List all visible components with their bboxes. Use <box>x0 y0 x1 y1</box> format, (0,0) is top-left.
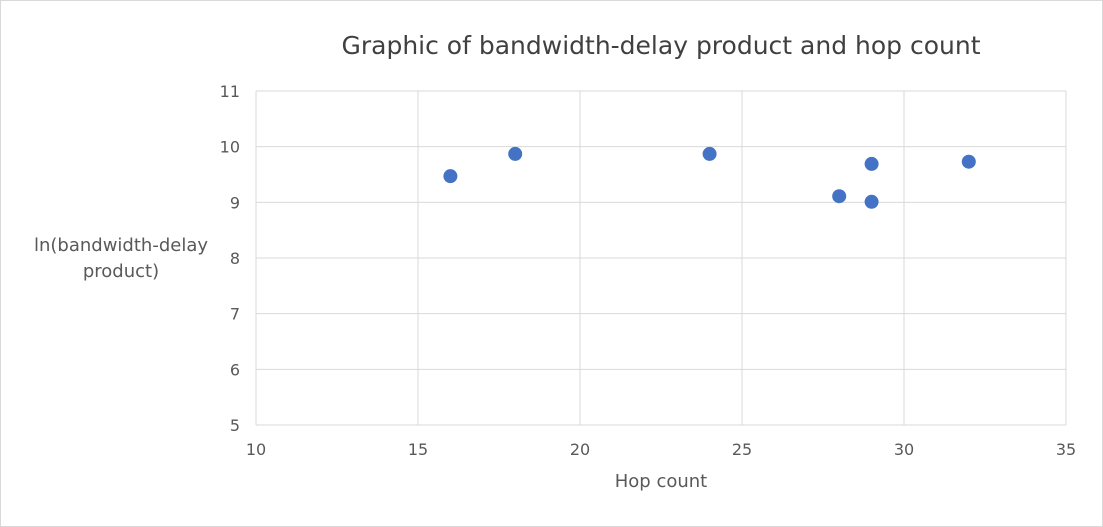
x-tick-label: 25 <box>732 440 752 459</box>
x-tick-label: 20 <box>570 440 590 459</box>
data-point <box>832 189 847 204</box>
data-point <box>508 146 523 161</box>
y-tick-label: 5 <box>230 416 240 435</box>
y-tick-label: 9 <box>230 193 240 212</box>
y-tick-label: 6 <box>230 360 240 379</box>
chart-title: Graphic of bandwidth-delay product and h… <box>341 31 981 60</box>
y-tick-label: 7 <box>230 305 240 324</box>
y-tick-label: 11 <box>220 82 240 101</box>
x-axis-label: Hop count <box>614 471 708 492</box>
y-tick-label: 10 <box>220 138 240 157</box>
x-tick-label: 10 <box>246 440 266 459</box>
y-axis-label: ln(bandwidth-delay product) <box>33 235 208 282</box>
data-point <box>443 169 458 184</box>
x-tick-label: 15 <box>408 440 428 459</box>
x-tick-label: 30 <box>894 440 914 459</box>
data-point <box>961 154 976 169</box>
y-tick-label: 8 <box>230 249 240 268</box>
x-tick-label: 35 <box>1056 440 1076 459</box>
data-point <box>702 146 717 161</box>
data-point <box>864 156 879 171</box>
data-point <box>864 194 879 209</box>
